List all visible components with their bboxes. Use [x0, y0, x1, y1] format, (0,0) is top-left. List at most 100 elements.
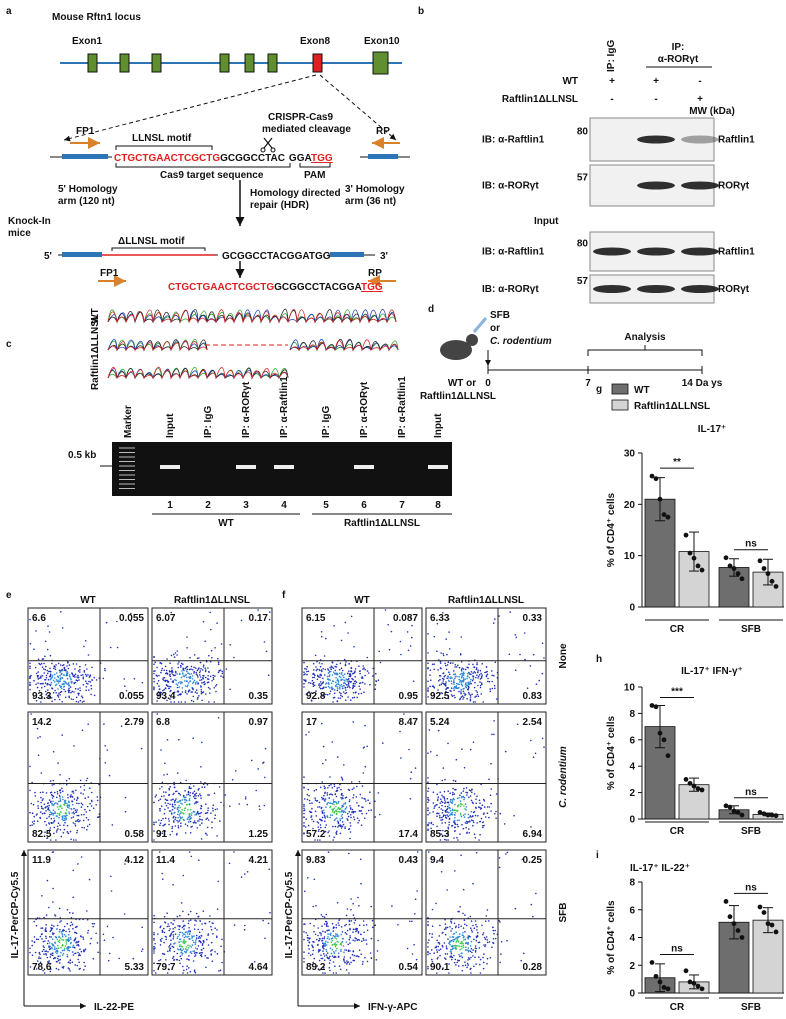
- flow-event: [460, 661, 463, 663]
- flow-event: [459, 800, 462, 802]
- flow-event: [58, 816, 60, 819]
- flow-event: [436, 949, 438, 951]
- flow-event: [244, 924, 246, 927]
- flow-event: [475, 802, 478, 805]
- flow-event: [305, 932, 308, 934]
- flow-event: [38, 952, 41, 954]
- flow-event: [67, 947, 70, 950]
- flow-event: [348, 662, 351, 665]
- flow-event: [427, 813, 429, 816]
- flow-event: [173, 807, 176, 809]
- label: CRISPR-Cas9: [268, 112, 333, 123]
- flow-event: [343, 810, 346, 813]
- flow-event: [321, 796, 323, 799]
- flow-event: [186, 647, 188, 649]
- flow-event: [172, 957, 174, 959]
- flow-event: [246, 871, 249, 873]
- flow-event: [486, 806, 489, 808]
- flow-event: [530, 903, 533, 906]
- flow-event: [340, 667, 343, 669]
- flow-event: [56, 957, 59, 960]
- flow-event: [33, 820, 36, 822]
- flow-event: [317, 943, 319, 946]
- flow-event: [72, 663, 75, 665]
- flow-event: [444, 933, 447, 936]
- flow-event: [493, 720, 495, 722]
- flow-event: [306, 665, 309, 668]
- flow-event: [338, 675, 341, 678]
- flow-event: [90, 693, 92, 696]
- flow-event: [66, 814, 68, 817]
- flow-event: [460, 942, 462, 945]
- flow-event: [68, 675, 71, 678]
- y-axis-label: % of CD4⁺ cells: [606, 900, 617, 975]
- flow-event: [188, 821, 190, 823]
- flow-event: [42, 969, 44, 972]
- flow-event: [59, 789, 61, 791]
- flow-event: [326, 952, 329, 954]
- flow-event: [189, 792, 192, 794]
- flow-event: [218, 670, 221, 672]
- flow-event: [189, 832, 192, 834]
- blot-band: [637, 285, 675, 293]
- flow-event: [201, 944, 204, 946]
- flow-event: [514, 669, 517, 671]
- flow-event: [336, 672, 338, 675]
- flow-event: [211, 657, 213, 659]
- flow-event: [409, 920, 411, 923]
- flow-event: [40, 772, 43, 774]
- flow-event: [87, 932, 89, 934]
- flow-event: [57, 688, 59, 690]
- flow-event: [357, 931, 360, 933]
- flow-event: [334, 684, 337, 687]
- flow-event: [54, 666, 56, 668]
- flow-event: [439, 675, 442, 677]
- flow-event: [178, 809, 180, 812]
- flow-event: [57, 828, 59, 830]
- flow-event: [61, 949, 64, 952]
- flow-event: [411, 920, 413, 923]
- flow-event: [447, 742, 449, 745]
- flow-event: [69, 924, 72, 927]
- flow-event: [51, 952, 54, 955]
- flow-event: [199, 793, 201, 795]
- data-point: [687, 979, 693, 985]
- flow-event: [469, 795, 472, 797]
- flow-event: [448, 631, 450, 633]
- flow-event: [70, 681, 72, 683]
- flow-event: [485, 936, 488, 938]
- flow-event: [456, 936, 459, 938]
- flow-event: [480, 676, 483, 678]
- flow-event: [325, 759, 327, 761]
- flow-event: [205, 818, 207, 820]
- flow-event: [189, 932, 191, 934]
- flow-event: [441, 812, 444, 814]
- flow-event: [440, 819, 442, 821]
- flow-event: [456, 675, 458, 678]
- flow-event: [164, 935, 167, 938]
- flow-event: [456, 836, 458, 839]
- flow-event: [413, 943, 415, 946]
- flow-event: [328, 957, 331, 959]
- label: 0.17: [249, 613, 269, 624]
- flow-event: [160, 669, 163, 672]
- flow-event: [66, 831, 69, 833]
- flow-event: [445, 690, 447, 693]
- flow-event: [406, 631, 409, 633]
- flow-event: [196, 681, 198, 683]
- flow-event: [318, 683, 321, 685]
- flow-event: [53, 783, 55, 786]
- flow-event: [491, 687, 494, 690]
- flow-event: [526, 687, 529, 689]
- flow-event: [317, 806, 319, 808]
- label: 80: [577, 127, 589, 138]
- flow-event: [329, 816, 331, 819]
- flow-event: [348, 972, 350, 974]
- flow-event: [327, 669, 330, 671]
- flow-event: [105, 621, 108, 624]
- flow-event: [319, 839, 321, 841]
- flow-event: [48, 961, 50, 964]
- flow-event: [468, 663, 470, 665]
- flow-event: [80, 695, 83, 697]
- label: Marker: [123, 405, 134, 438]
